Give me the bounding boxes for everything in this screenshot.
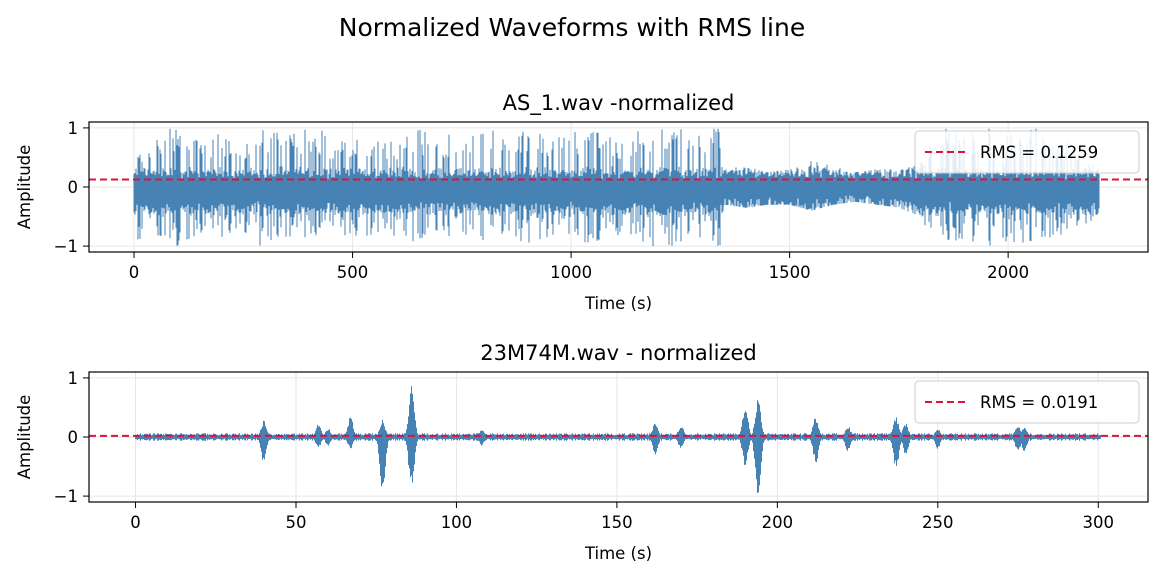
y-tick-label: 0: [68, 428, 79, 447]
legend: RMS = 0.1259: [914, 130, 1140, 174]
legend-box: [914, 380, 1140, 424]
y-tick-label: 1: [68, 369, 79, 388]
x-tick-label: 150: [601, 513, 633, 532]
y-tick-label: −1: [54, 487, 78, 506]
y-tick-label: 0: [68, 178, 79, 197]
x-tick-label: 500: [337, 263, 369, 282]
x-tick-label: 100: [441, 513, 473, 532]
x-tick-label: 50: [285, 513, 306, 532]
panel-title-23m74m: 23M74M.wav - normalized: [480, 341, 756, 365]
legend-box: [914, 130, 1140, 174]
waveform-line: [133, 128, 1100, 246]
x-tick-label: 1500: [769, 263, 811, 282]
waveform-line: [135, 386, 1101, 493]
legend-label-rms: RMS = 0.0191: [980, 393, 1098, 412]
x-tick-label: 0: [130, 513, 141, 532]
y-axis-label: Amplitude: [15, 395, 34, 480]
x-axis-label: Time (s): [584, 544, 652, 563]
x-tick-label: 2000: [987, 263, 1029, 282]
panel-title-as1: AS_1.wav -normalized: [503, 91, 735, 116]
x-tick-label: 250: [922, 513, 954, 532]
legend: RMS = 0.0191: [914, 380, 1140, 424]
legend-label-rms: RMS = 0.1259: [980, 143, 1098, 162]
waveform-panel-as1: 0 500 1000 1500 2000 −1 0 1 Time (s) Amplitude AS_…: [15, 91, 1149, 313]
y-tick-label: −1: [54, 237, 78, 256]
x-tick-label: 300: [1083, 513, 1115, 532]
x-axis-label: Time (s): [584, 294, 652, 313]
y-axis-label: Amplitude: [15, 145, 34, 230]
x-tick-label: 0: [129, 263, 140, 282]
waveform-panel-23m74m: 0 50 100 150 200 250 300 −1 0 1 Time (s) Amplitude 2…: [15, 341, 1149, 563]
y-tick-label: 1: [68, 119, 79, 138]
figure-suptitle: Normalized Waveforms with RMS line: [339, 13, 805, 42]
x-tick-label: 1000: [550, 263, 592, 282]
x-tick-label: 200: [762, 513, 794, 532]
